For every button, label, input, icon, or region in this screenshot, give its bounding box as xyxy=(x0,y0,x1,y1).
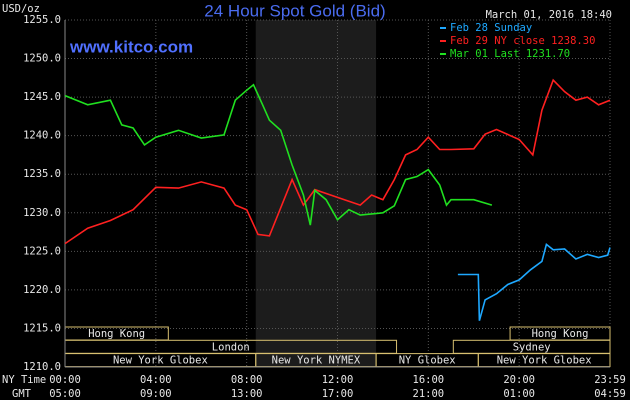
x-row-label: NY Time xyxy=(2,374,46,386)
x-tick-label-gmt: 21:00 xyxy=(413,388,445,400)
x-tick-label: 12:00 xyxy=(322,374,354,386)
y-tick-label: 1240.0 xyxy=(23,130,61,142)
session-label: New York Globex xyxy=(497,355,592,367)
legend-label: Mar 01 Last 1231.70 xyxy=(450,48,570,60)
under-layer xyxy=(64,19,611,368)
session-label: Hong Kong xyxy=(532,328,589,340)
x-tick-label-gmt: 01:00 xyxy=(503,388,535,400)
timestamp: March 01, 2016 18:40 xyxy=(486,9,612,21)
x-tick-label: 00:00 xyxy=(49,374,81,386)
x-tick-label-gmt: 04:59 xyxy=(594,388,626,400)
x-tick-label-gmt: 13:00 xyxy=(231,388,263,400)
session-shade xyxy=(255,20,377,367)
y-tick-label: 1230.0 xyxy=(23,207,61,219)
session-label: Hong Kong xyxy=(88,328,145,340)
x-tick-label-gmt: 17:00 xyxy=(322,388,354,400)
x-tick-label: 20:00 xyxy=(503,374,535,386)
watermark: www.kitco.com xyxy=(69,37,193,56)
y-tick-label: 1220.0 xyxy=(23,284,61,296)
y-tick-label: 1235.0 xyxy=(23,168,61,180)
y-tick-label: 1250.0 xyxy=(23,53,61,65)
legend-label: Feb 29 NY close 1238.30 xyxy=(450,35,595,47)
series-line xyxy=(64,83,493,226)
session-label: NY Globex xyxy=(399,355,456,367)
x-tick-label: 08:00 xyxy=(231,374,263,386)
x-tick-label: 04:00 xyxy=(140,374,172,386)
session-label: New York NYMEX xyxy=(272,355,361,367)
y-tick-label: 1210.0 xyxy=(23,361,61,373)
session-label: Sydney xyxy=(513,341,551,353)
x-row-label: GMT xyxy=(12,388,32,400)
series-line xyxy=(457,243,611,321)
chart-title: 24 Hour Spot Gold (Bid) xyxy=(204,1,385,20)
unit-label: USD/oz xyxy=(2,3,40,15)
series-line xyxy=(64,78,611,245)
y-tick-label: 1225.0 xyxy=(23,245,61,257)
x-tick-label-gmt: 05:00 xyxy=(49,388,81,400)
x-tick-label: 23:59 xyxy=(594,374,626,386)
y-tick-label: 1245.0 xyxy=(23,91,61,103)
legend-label: Feb 28 Sunday xyxy=(450,22,532,34)
session-label: New York Globex xyxy=(113,355,208,367)
session-label: London xyxy=(212,341,250,353)
x-tick-label: 16:00 xyxy=(413,374,445,386)
y-tick-label: 1255.0 xyxy=(23,14,61,26)
y-tick-label: 1215.0 xyxy=(23,322,61,334)
x-tick-label-gmt: 09:00 xyxy=(140,388,172,400)
